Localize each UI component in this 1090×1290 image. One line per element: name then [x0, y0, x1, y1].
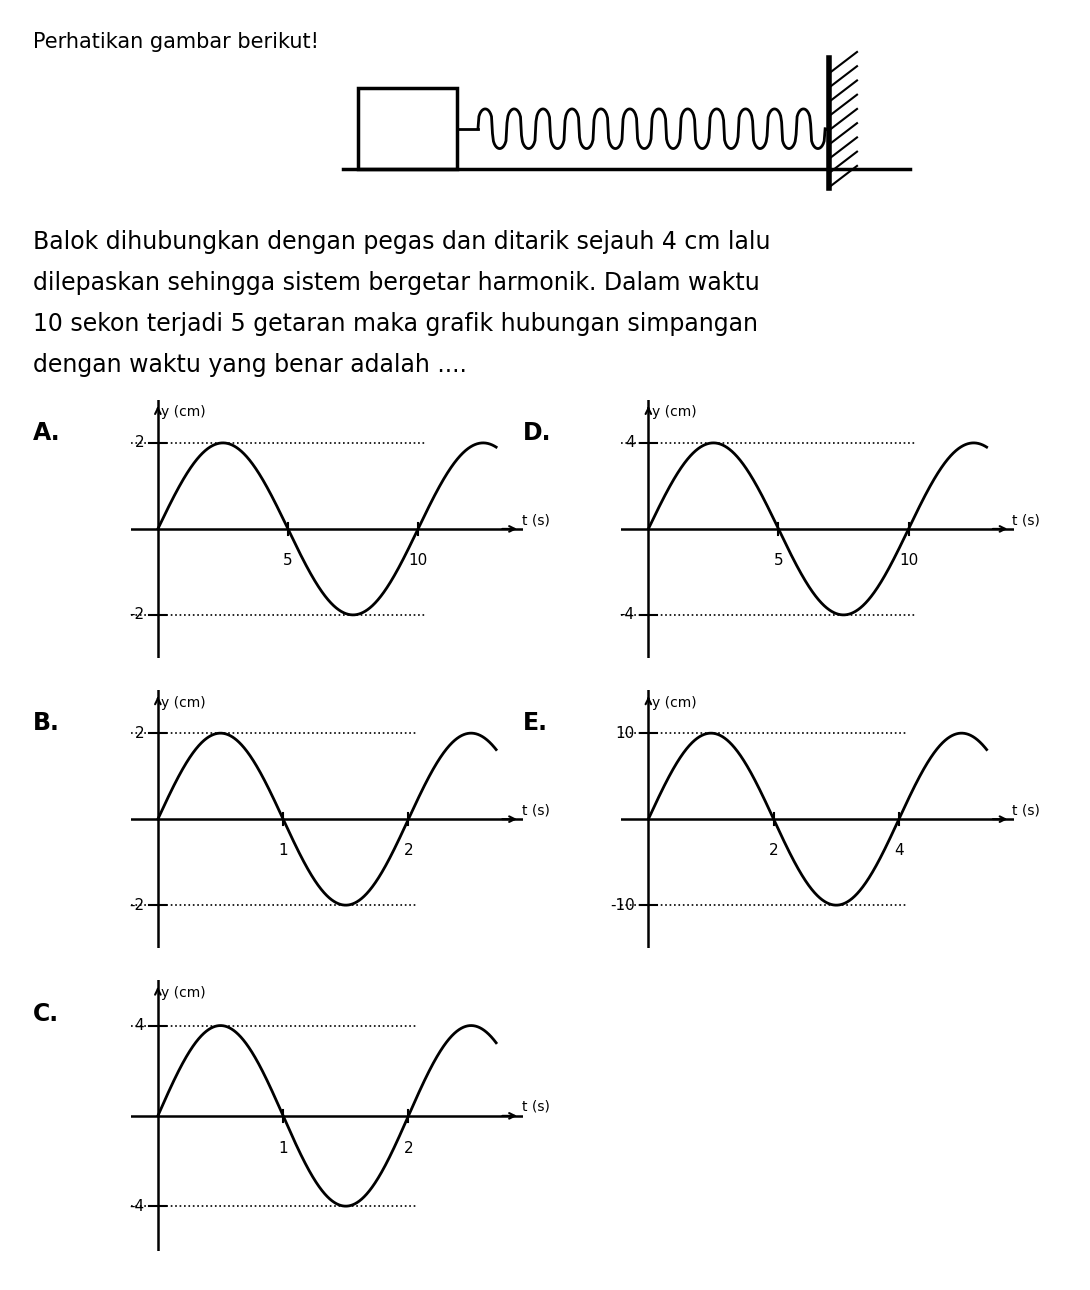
- Text: 4: 4: [135, 1018, 144, 1033]
- Text: y (cm): y (cm): [652, 695, 697, 710]
- Text: 2: 2: [135, 436, 144, 450]
- Text: 1: 1: [278, 1142, 288, 1156]
- Text: t (s): t (s): [521, 804, 549, 818]
- Text: t (s): t (s): [1012, 804, 1040, 818]
- Text: Balok dihubungkan dengan pegas dan ditarik sejauh 4 cm lalu: Balok dihubungkan dengan pegas dan ditar…: [33, 230, 771, 254]
- Text: y (cm): y (cm): [161, 695, 206, 710]
- Text: C.: C.: [33, 1002, 59, 1026]
- Bar: [358, 89, 457, 169]
- Text: y (cm): y (cm): [652, 405, 697, 419]
- Text: 4: 4: [626, 436, 634, 450]
- Text: t (s): t (s): [1012, 513, 1040, 528]
- Text: 10: 10: [409, 553, 427, 568]
- Text: y (cm): y (cm): [161, 987, 206, 1000]
- Text: 5: 5: [774, 553, 784, 568]
- Text: 5: 5: [283, 553, 293, 568]
- Text: t (s): t (s): [521, 1100, 549, 1113]
- Text: B.: B.: [33, 711, 60, 735]
- Text: 4: 4: [894, 844, 904, 858]
- Text: dilepaskan sehingga sistem bergetar harmonik. Dalam waktu: dilepaskan sehingga sistem bergetar harm…: [33, 271, 760, 295]
- Text: 10: 10: [616, 726, 634, 740]
- Text: 2: 2: [135, 726, 144, 740]
- Text: dengan waktu yang benar adalah ....: dengan waktu yang benar adalah ....: [33, 353, 467, 378]
- Text: 10 sekon terjadi 5 getaran maka grafik hubungan simpangan: 10 sekon terjadi 5 getaran maka grafik h…: [33, 312, 758, 337]
- Text: -4: -4: [620, 608, 634, 622]
- Text: 1: 1: [278, 844, 288, 858]
- Text: A.: A.: [33, 421, 60, 445]
- Text: -4: -4: [130, 1198, 144, 1214]
- Text: -10: -10: [610, 898, 634, 912]
- Text: y (cm): y (cm): [161, 405, 206, 419]
- Text: 10: 10: [899, 553, 918, 568]
- Text: t (s): t (s): [521, 513, 549, 528]
- Text: Perhatikan gambar berikut!: Perhatikan gambar berikut!: [33, 32, 318, 53]
- Text: D.: D.: [523, 421, 552, 445]
- Text: -2: -2: [130, 608, 144, 622]
- Text: 2: 2: [403, 1142, 413, 1156]
- Text: E.: E.: [523, 711, 548, 735]
- Text: 2: 2: [403, 844, 413, 858]
- Text: 2: 2: [768, 844, 778, 858]
- Text: -2: -2: [130, 898, 144, 912]
